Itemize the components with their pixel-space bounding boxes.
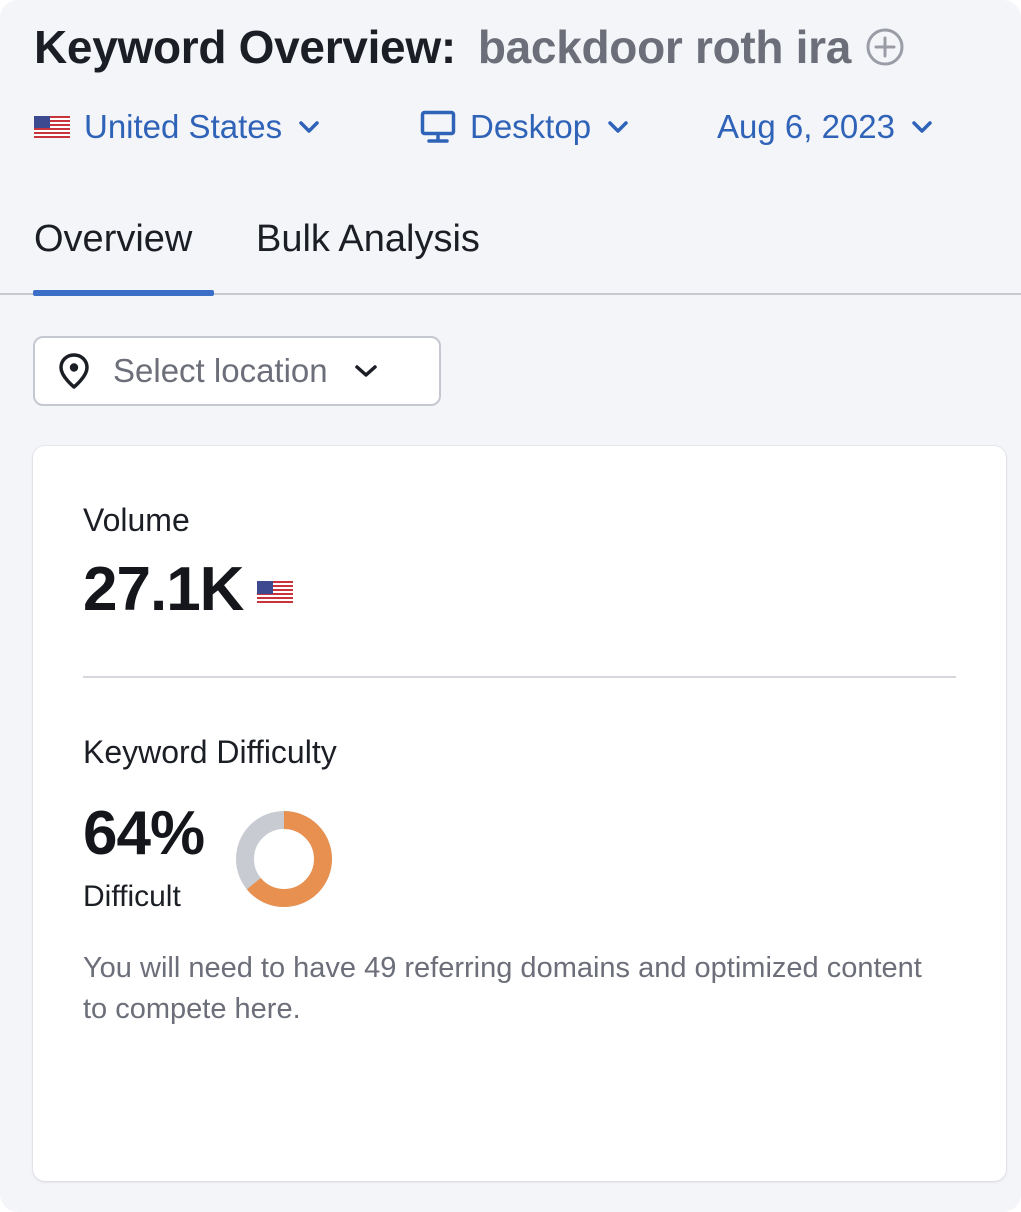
chevron-down-icon <box>298 120 320 134</box>
keyword-difficulty-level: Difficult <box>83 880 181 913</box>
date-label: Aug 6, 2023 <box>717 108 895 145</box>
keyword-difficulty-label: Keyword Difficulty <box>83 734 337 770</box>
keyword-metrics-card: Volume 27.1K Keyword Difficulty 64% Diff… <box>33 446 1006 1181</box>
plus-circle-icon[interactable] <box>865 27 905 67</box>
volume-row: 27.1K <box>83 554 294 625</box>
location-select[interactable]: Select location <box>33 336 441 406</box>
filter-bar: United States Desktop Aug 6, 2023 <box>34 104 994 150</box>
us-flag-icon <box>257 580 294 605</box>
keyword-text: backdoor roth ira <box>477 21 852 73</box>
country-label: United States <box>84 108 283 145</box>
tab-bulk-analysis[interactable]: Bulk Analysis <box>256 218 480 260</box>
metrics-divider <box>83 676 956 678</box>
page-title-prefix: Keyword Overview: <box>34 21 456 73</box>
volume-value: 27.1K <box>83 555 244 624</box>
location-pin-icon <box>57 352 91 390</box>
tab-overview[interactable]: Overview <box>34 218 193 260</box>
difficulty-donut-chart <box>236 811 332 907</box>
tab-bar-border <box>0 293 1021 295</box>
keyword-difficulty-value: 64% <box>83 799 205 868</box>
volume-label: Volume <box>83 502 190 538</box>
country-selector[interactable]: United States <box>34 104 320 150</box>
desktop-monitor-icon <box>420 110 456 144</box>
page-title: Keyword Overview: backdoor roth ira <box>34 20 905 74</box>
us-flag-icon <box>34 116 70 138</box>
chevron-down-icon <box>607 120 629 134</box>
active-tab-indicator <box>33 290 214 296</box>
chevron-down-icon <box>911 120 933 134</box>
location-placeholder: Select location <box>113 352 328 389</box>
difficulty-donut-fill <box>236 811 332 907</box>
device-label: Desktop <box>470 108 592 145</box>
date-selector[interactable]: Aug 6, 2023 <box>717 104 933 150</box>
tab-bar: Overview Bulk Analysis <box>0 196 1021 296</box>
keyword-difficulty-description: You will need to have 49 referring domai… <box>83 952 922 1025</box>
chevron-down-icon <box>354 364 378 378</box>
device-selector[interactable]: Desktop <box>420 104 629 150</box>
